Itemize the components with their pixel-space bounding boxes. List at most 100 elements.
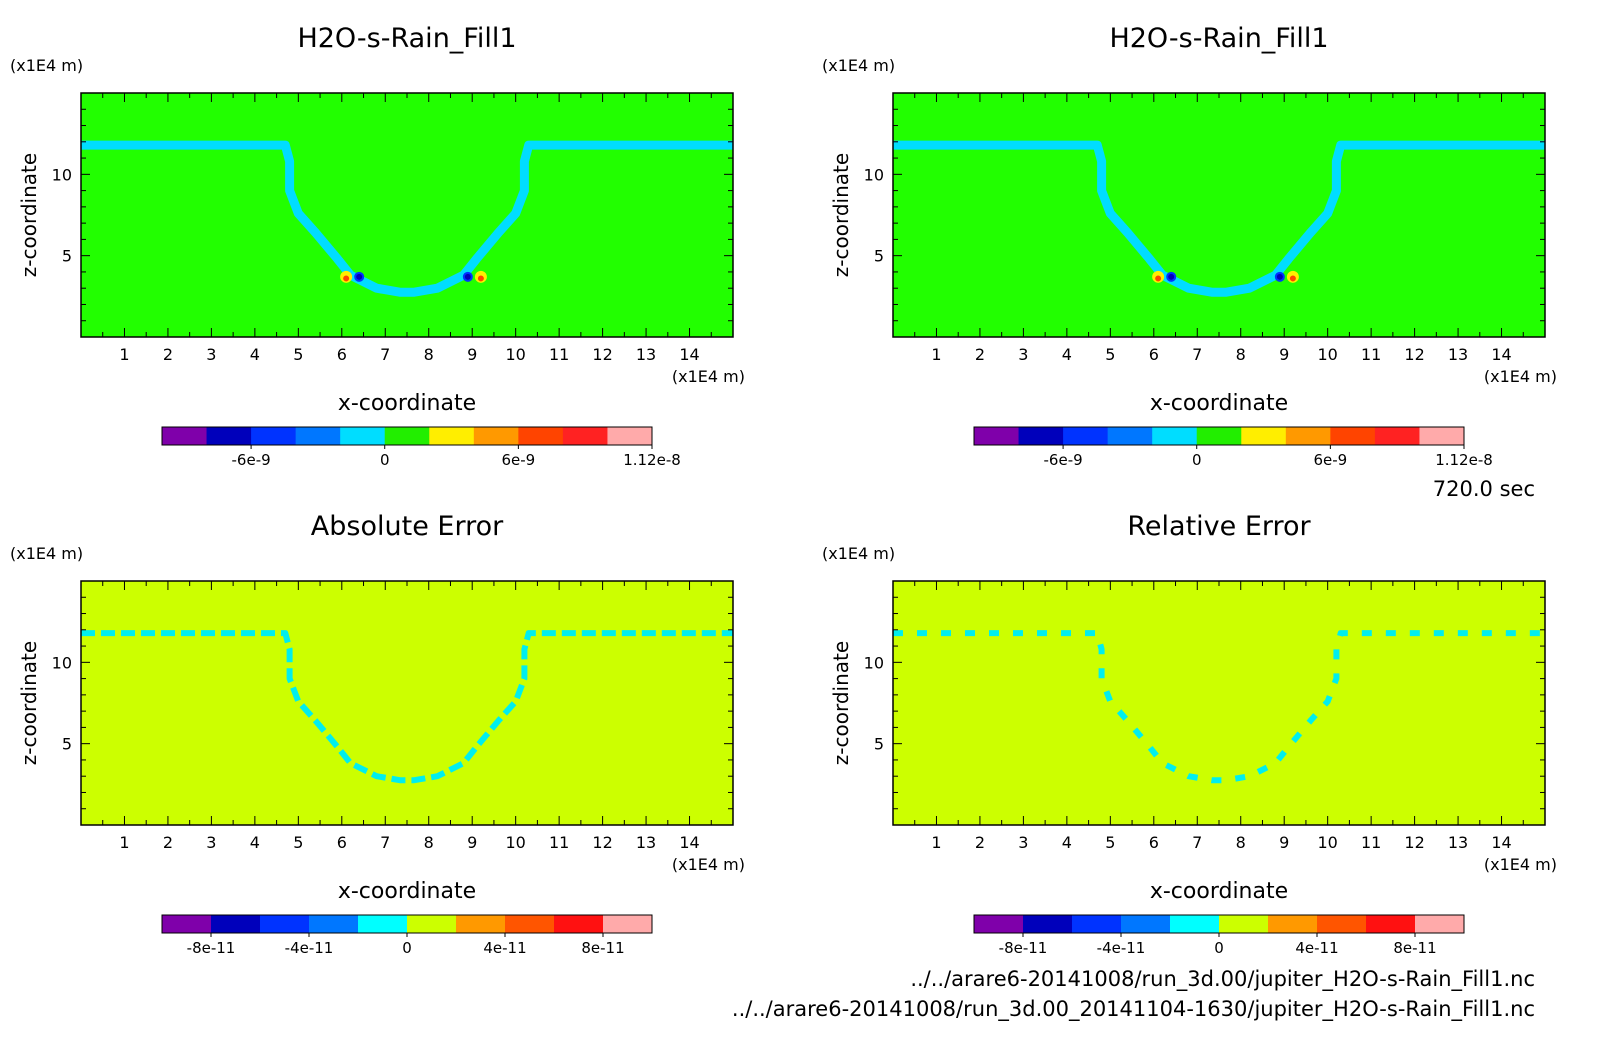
x-tick-label: 9	[1279, 833, 1289, 852]
extremum-blob	[1155, 275, 1162, 282]
x-tick-label: 9	[467, 833, 477, 852]
colorbar-label: -6e-9	[1044, 451, 1083, 469]
colorbar-segment	[1317, 915, 1367, 933]
colorbar-segment	[1330, 427, 1376, 445]
x-tick-label: 7	[1192, 345, 1202, 364]
y-unit-label: (x1E4 m)	[10, 56, 83, 75]
colorbar-frame	[161, 426, 653, 446]
x-axis-label: x-coordinate	[1150, 879, 1288, 904]
colorbar-segment	[518, 427, 564, 445]
colorbar-label: -4e-11	[1097, 939, 1146, 957]
rain-band	[81, 140, 733, 297]
field-background	[81, 93, 733, 337]
x-tick-label: 4	[1062, 345, 1072, 364]
extremum-blob	[343, 275, 350, 282]
x-tick-label: 5	[293, 345, 303, 364]
x-tick-label: 10	[505, 345, 525, 364]
x-unit-label: (x1E4 m)	[672, 855, 745, 874]
colorbar-segment	[251, 427, 297, 445]
x-tick-label: 12	[1404, 345, 1424, 364]
x-tick-label: 7	[1192, 833, 1202, 852]
rain-band	[893, 140, 1545, 297]
x-tick-label: 6	[1149, 345, 1159, 364]
colorbar-label: -8e-11	[187, 939, 236, 957]
x-tick-label: 11	[549, 345, 569, 364]
colorbar-segment	[162, 915, 212, 933]
colorbar-segment	[1366, 915, 1416, 933]
x-tick-label: 6	[337, 833, 347, 852]
x-tick-label: 11	[549, 833, 569, 852]
x-tick-label: 5	[1105, 345, 1115, 364]
colorbar-label: 1.12e-8	[1435, 451, 1493, 469]
x-unit-label: (x1E4 m)	[1484, 855, 1557, 874]
colorbar-label: 8e-11	[581, 939, 624, 957]
colorbar-segment	[1285, 427, 1331, 445]
panel-2: H2O-s-Rain_Fill1(x1E4 m)1 2 3 4 5 6 7 8 9 10 11 12 1…	[822, 23, 1557, 469]
colorbar-label: 0	[380, 451, 390, 469]
y-axis-label: z-coordinate	[17, 153, 41, 277]
panel-title: H2O-s-Rain_Fill1	[1109, 23, 1328, 54]
x-unit-label: (x1E4 m)	[1484, 367, 1557, 386]
y-axis-label: z-coordinate	[829, 641, 853, 765]
colorbar-segment	[607, 427, 653, 445]
y-tick-label: 10	[52, 653, 72, 672]
x-tick-label: 14	[679, 345, 699, 364]
colorbar-segment	[407, 915, 457, 933]
colorbar-segment	[1219, 915, 1269, 933]
x-axis-label: x-coordinate	[338, 879, 476, 904]
colorbar-label: 0	[402, 939, 412, 957]
x-tick-label: 7	[380, 833, 390, 852]
colorbar-segment	[1268, 915, 1318, 933]
y-tick-label: 5	[62, 247, 72, 266]
x-tick-label: 3	[1018, 345, 1028, 364]
x-tick-label: 2	[975, 833, 985, 852]
colorbar-segment	[1374, 427, 1420, 445]
colorbar-segment	[384, 427, 430, 445]
colorbar-segment	[429, 427, 475, 445]
file-path-2: ../../arare6-20141008/run_3d.00_20141104…	[732, 997, 1535, 1022]
x-tick-label: 10	[1317, 833, 1337, 852]
y-tick-label: 10	[864, 653, 884, 672]
colorbar-segment	[1419, 427, 1465, 445]
y-tick-label: 5	[874, 247, 884, 266]
colorbar-label: 1.12e-8	[623, 451, 681, 469]
colorbar-segment	[456, 915, 506, 933]
extremum-blob	[356, 273, 363, 280]
x-tick-label: 13	[1448, 833, 1468, 852]
x-tick-label: 2	[163, 345, 173, 364]
x-tick-label: 2	[975, 345, 985, 364]
y-tick-label: 10	[52, 165, 72, 184]
field-background	[893, 93, 1545, 337]
colorbar-segment	[340, 427, 386, 445]
y-unit-label: (x1E4 m)	[10, 544, 83, 563]
colorbar-segment	[1107, 427, 1153, 445]
x-tick-label: 6	[1149, 833, 1159, 852]
colorbar-segment	[1023, 915, 1073, 933]
extremum-blob	[1289, 275, 1296, 282]
colorbar-label: 6e-9	[1313, 451, 1347, 469]
x-tick-label: 14	[1491, 345, 1511, 364]
colorbar-segment	[1063, 427, 1109, 445]
x-tick-label: 1	[119, 833, 129, 852]
x-tick-label: 1	[931, 345, 941, 364]
x-tick-label: 11	[1361, 345, 1381, 364]
y-unit-label: (x1E4 m)	[822, 544, 895, 563]
panel-3: Absolute Error(x1E4 m)1 2 3 4 5 6 7 8 9 10 11 12 13 1…	[10, 511, 745, 957]
colorbar-segment	[473, 427, 519, 445]
x-unit-label: (x1E4 m)	[672, 367, 745, 386]
panel-title: H2O-s-Rain_Fill1	[297, 23, 516, 54]
x-tick-label: 2	[163, 833, 173, 852]
x-tick-label: 3	[206, 833, 216, 852]
x-tick-label: 4	[250, 345, 260, 364]
colorbar-segment	[1241, 427, 1287, 445]
colorbar-segment	[1072, 915, 1122, 933]
colorbar-segment	[162, 427, 208, 445]
colorbar-segment	[206, 427, 252, 445]
x-tick-label: 11	[1361, 833, 1381, 852]
y-tick-label: 5	[874, 735, 884, 754]
x-axis-label: x-coordinate	[338, 391, 476, 416]
colorbar-label: 0	[1192, 451, 1202, 469]
panel-title: Absolute Error	[311, 511, 504, 542]
x-tick-label: 12	[592, 345, 612, 364]
x-tick-label: 3	[206, 345, 216, 364]
